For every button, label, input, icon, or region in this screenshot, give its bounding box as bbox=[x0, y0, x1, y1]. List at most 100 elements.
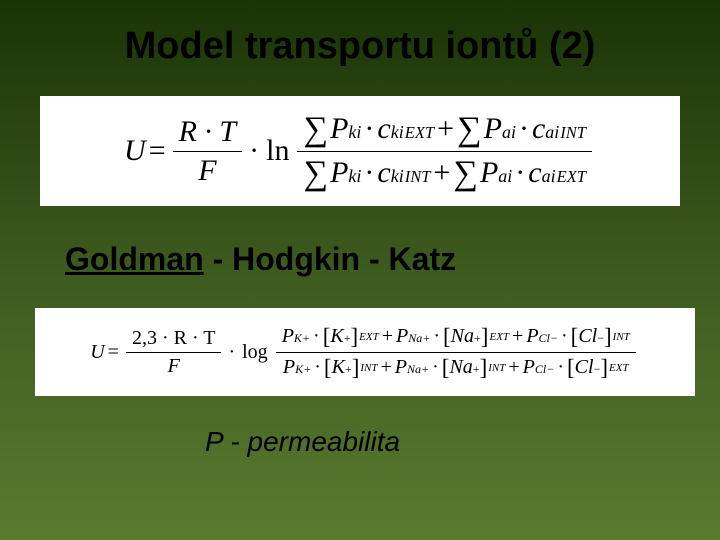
var-P: P bbox=[330, 112, 348, 146]
eq1-func: ln bbox=[266, 134, 289, 168]
plus: + bbox=[512, 325, 523, 348]
bracket-open: [ bbox=[443, 324, 451, 350]
bracket-open: [ bbox=[324, 355, 332, 381]
sigma-icon: ∑ bbox=[303, 110, 328, 149]
tag: INT bbox=[405, 167, 431, 187]
sub: Na+ bbox=[408, 331, 430, 346]
equals-sign: = bbox=[108, 341, 119, 364]
eq2-lhs: U bbox=[90, 341, 104, 364]
ion: Cl− bbox=[578, 325, 604, 348]
equals-sign: = bbox=[149, 134, 166, 168]
tag: EXT bbox=[557, 167, 586, 187]
eq1-term: Pki bbox=[330, 156, 361, 190]
equation-general: U = R · T F · ln ∑ Pki · cki EXT bbox=[124, 108, 596, 195]
ion: Cl− bbox=[575, 356, 601, 379]
equation-ghk-box: U = 2,3 · R · T F · log PK+ · [K+]EXT + … bbox=[35, 308, 695, 396]
equation-general-box: U = R · T F · ln ∑ Pki · cki EXT bbox=[40, 96, 680, 206]
eq2-func: log bbox=[242, 341, 268, 364]
bracket-close: ] bbox=[480, 355, 488, 381]
sub: ki bbox=[391, 122, 404, 143]
bracket-close: ] bbox=[352, 355, 360, 381]
sub: K+ bbox=[295, 362, 311, 377]
eq2-term: PNa+ bbox=[396, 325, 430, 348]
charge: + bbox=[474, 331, 481, 346]
var-P: P bbox=[523, 356, 535, 379]
var-P: P bbox=[283, 356, 295, 379]
plus: + bbox=[508, 356, 519, 379]
cdot: · bbox=[228, 341, 235, 364]
sub: Na+ bbox=[407, 362, 429, 377]
eq1-term: Pai bbox=[484, 112, 516, 146]
var-P: P bbox=[396, 325, 408, 348]
eq1-term: Pki bbox=[330, 112, 361, 146]
var-P: P bbox=[526, 325, 538, 348]
bracket-open: [ bbox=[567, 355, 575, 381]
tag: EXT bbox=[489, 331, 509, 343]
eq1-main-den: ∑ Pki · cki INT + ∑ Pai · bbox=[297, 152, 592, 195]
tag: INT bbox=[613, 331, 630, 343]
charge: + bbox=[473, 362, 480, 377]
var-c: c bbox=[377, 112, 390, 146]
sub: K+ bbox=[294, 331, 310, 346]
sub: ai bbox=[498, 166, 512, 187]
ion-sym: K bbox=[332, 356, 345, 379]
cdot: · bbox=[364, 156, 374, 190]
var-P: P bbox=[330, 156, 348, 190]
eq1-main-frac: ∑ Pki · cki EXT + ∑ Pai · bbox=[297, 108, 592, 195]
sigma-icon: ∑ bbox=[457, 110, 482, 149]
ion: Na+ bbox=[449, 356, 479, 379]
bracket-close: ] bbox=[604, 324, 612, 350]
cdot: · bbox=[249, 134, 259, 168]
eq2-main-den: PK+ · [K+]INT + PNa+ · [Na+]INT + PCl− ·… bbox=[277, 353, 635, 383]
sub: ki bbox=[348, 122, 361, 143]
eq1-prefactor-frac: R · T F bbox=[173, 113, 243, 190]
bracket-open: [ bbox=[571, 324, 579, 350]
ion-sym: Cl bbox=[575, 356, 594, 379]
cdot: · bbox=[432, 356, 439, 379]
slide: Model transportu iontů (2) U = R · T F ·… bbox=[0, 0, 720, 540]
eq1-term: cki INT bbox=[377, 156, 430, 190]
sub: ai bbox=[542, 166, 556, 187]
permeability-note: P - permeabilita bbox=[205, 426, 685, 458]
sub: ai bbox=[545, 122, 559, 143]
sigma-icon: ∑ bbox=[453, 154, 478, 193]
equation-name: Goldman - Hodgkin - Katz bbox=[65, 241, 685, 278]
cdot: · bbox=[515, 156, 525, 190]
eq2-term: PNa+ bbox=[395, 356, 429, 379]
eq2-term: PK+ bbox=[283, 356, 311, 379]
eq2-prefactor-num: 2,3 · R · T bbox=[126, 325, 222, 353]
bracket-close: ] bbox=[600, 355, 608, 381]
eq1-term: Pai bbox=[480, 156, 512, 190]
var-c: c bbox=[528, 156, 541, 190]
var-c: c bbox=[532, 112, 545, 146]
eq1-term: cki EXT bbox=[377, 112, 434, 146]
eq2-main-num: PK+ · [K+]EXT + PNa+ · [Na+]EXT + PCl− ·… bbox=[276, 322, 636, 353]
ion: K+ bbox=[332, 356, 352, 379]
eq1-term: cai EXT bbox=[528, 156, 586, 190]
ion-sym: Cl bbox=[578, 325, 597, 348]
equation-ghk: U = 2,3 · R · T F · log PK+ · [K+]EXT + … bbox=[90, 322, 640, 383]
cdot: · bbox=[314, 356, 321, 379]
var-P: P bbox=[484, 112, 502, 146]
bracket-close: ] bbox=[481, 324, 489, 350]
eq1-prefactor-den: F bbox=[192, 152, 222, 190]
eq2-term: PCl− bbox=[526, 325, 558, 348]
sub: Cl− bbox=[535, 362, 554, 377]
tag: EXT bbox=[609, 362, 629, 374]
bracket-close: ] bbox=[350, 324, 358, 350]
tag: EXT bbox=[405, 123, 434, 143]
eq2-term: PK+ bbox=[282, 325, 310, 348]
ion-sym: K bbox=[330, 325, 343, 348]
plus: + bbox=[433, 156, 450, 190]
plus: + bbox=[437, 112, 454, 146]
eq1-term: cai INT bbox=[532, 112, 586, 146]
ion-sym: Na bbox=[451, 325, 474, 348]
tag: INT bbox=[488, 362, 505, 374]
charge: − bbox=[597, 331, 604, 346]
sub: Cl− bbox=[539, 331, 558, 346]
eq1-main-num: ∑ Pki · cki EXT + ∑ Pai · bbox=[297, 108, 592, 152]
plus: + bbox=[381, 356, 392, 379]
cdot: · bbox=[433, 325, 440, 348]
tag: INT bbox=[560, 123, 586, 143]
cdot: · bbox=[364, 112, 374, 146]
